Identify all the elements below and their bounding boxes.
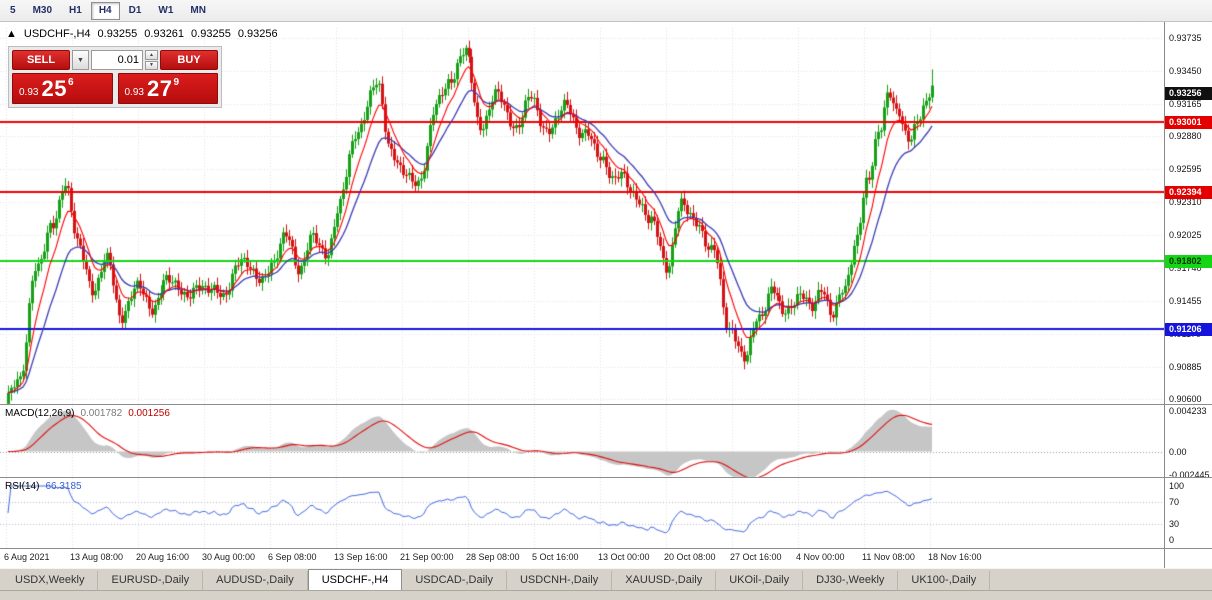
chart-tab-usdcad[interactable]: USDCAD-,Daily [402, 571, 507, 590]
chart-ohlc-header: ▲ USDCHF-,H4 0.93255 0.93261 0.93255 0.9… [6, 28, 278, 40]
time-axis-label: 4 Nov 00:00 [796, 552, 845, 562]
price-direction-icon: ▲ [6, 28, 17, 40]
chart-tab-eurusd[interactable]: EURUSD-,Daily [98, 571, 204, 590]
price-axis-label: 0.93735 [1169, 32, 1202, 43]
bid-price-prefix: 0.93 [19, 87, 39, 98]
price-axis-label: 0.93165 [1169, 98, 1202, 109]
level-price-badge: 0.91206 [1165, 323, 1212, 337]
bid-price[interactable]: 0.93 25 6 [12, 73, 113, 104]
ask-price-pip: 9 [173, 77, 180, 88]
price-axis-label: 0.91740 [1169, 262, 1202, 273]
chart-window: ▲ USDCHF-,H4 0.93255 0.93261 0.93255 0.9… [0, 22, 1212, 568]
macd-axis-label: 0.00 [1169, 446, 1187, 457]
timeframe-button-h4[interactable]: H4 [90, 1, 120, 20]
time-axis-label: 18 Nov 16:00 [928, 552, 982, 562]
macd-main-value: 0.001782 [80, 408, 123, 419]
time-axis-label: 30 Aug 00:00 [202, 552, 256, 562]
timeframe-button-w1[interactable]: W1 [158, 4, 174, 16]
macd-signal-value: 0.001256 [128, 408, 170, 419]
price-scale[interactable]: 0.93735 0.93450 0.93165 0.92880 0.92595 0.923… [1164, 22, 1212, 568]
macd-axis-label: -0.002445 [1169, 470, 1210, 480]
ask-price-prefix: 0.93 [124, 87, 144, 98]
price-axis-label: 0.92880 [1169, 131, 1202, 142]
timeframe-toolbar: 5 M30 H1 H4 D1 W1 MN [0, 0, 1212, 22]
ohlc-close: 0.93256 [237, 28, 278, 40]
chart-tab-usdcnh[interactable]: USDCNH-,Daily [506, 571, 613, 590]
time-axis-label: 28 Sep 08:00 [466, 552, 520, 562]
level-price-badge: 0.92394 [1165, 186, 1212, 200]
time-axis-label: 13 Aug 08:00 [70, 552, 124, 562]
spinner-down-button[interactable]: ▼ [145, 60, 158, 70]
ask-price[interactable]: 0.93 27 9 [117, 73, 218, 104]
time-axis-label: 5 Oct 16:00 [532, 552, 579, 562]
time-axis-label: 13 Oct 00:00 [598, 552, 650, 562]
ask-price-big: 27 [146, 76, 173, 101]
ohlc-open: 0.93255 [97, 28, 138, 40]
price-axis-label: 0.92310 [1169, 197, 1202, 208]
chart-tab-xauusd[interactable]: XAUUSD-,Daily [612, 571, 717, 590]
chart-tab-audusd[interactable]: AUDUSD-,Daily [203, 571, 308, 590]
timeframe-button-m30[interactable]: M30 [32, 4, 53, 16]
chart-tab-ukoil[interactable]: UKOil-,Daily [716, 571, 804, 590]
ohlc-high: 0.93261 [144, 28, 185, 40]
chart-tab-dj30[interactable]: DJ30-,Weekly [803, 571, 899, 590]
level-price-badge: 0.91802 [1165, 254, 1212, 268]
buy-button[interactable]: BUY [160, 50, 218, 70]
price-axis-label: 0.92025 [1169, 230, 1202, 241]
macd-name: MACD(12,26,9) [5, 408, 75, 419]
timeframe-button-d1[interactable]: D1 [128, 4, 142, 16]
volume-dropdown-button[interactable]: ▼ [72, 50, 89, 70]
rsi-axis-label: 0 [1169, 535, 1175, 545]
price-axis-label: 0.93450 [1169, 65, 1202, 76]
time-scale[interactable]: 6 Aug 2021 13 Aug 08:00 20 Aug 16:00 30 Aug… [0, 550, 1164, 568]
rsi-axis-label: 30 [1169, 518, 1180, 529]
price-axis-label: 0.91455 [1169, 295, 1202, 306]
status-bar [0, 590, 1212, 600]
sell-button[interactable]: SELL [12, 50, 70, 70]
timeframe-button-mn[interactable]: MN [190, 4, 206, 16]
time-axis-label: 13 Sep 16:00 [334, 552, 388, 562]
time-axis-label: 20 Oct 08:00 [664, 552, 716, 562]
time-axis-label: 6 Sep 08:00 [268, 552, 317, 562]
time-axis-label: 27 Oct 16:00 [730, 552, 782, 562]
bid-price-pip: 6 [67, 77, 74, 88]
rsi-panel-separator[interactable] [0, 477, 1212, 478]
macd-panel-separator[interactable] [0, 404, 1212, 405]
time-axis-label: 6 Aug 2021 [4, 552, 50, 562]
chart-tab-uk100[interactable]: UK100-,Daily [898, 571, 991, 590]
volume-input[interactable]: 0.01 [91, 50, 143, 70]
rsi-indicator-label: RSI(14) 66.3185 [5, 481, 82, 492]
time-axis-label: 20 Aug 16:00 [136, 552, 190, 562]
volume-stepper: ▲ ▼ [145, 50, 158, 70]
current-price-badge: 0.93256 [1165, 87, 1212, 101]
ohlc-low: 0.93255 [191, 28, 231, 40]
rsi-value: 66.3185 [45, 481, 82, 492]
time-axis-label: 11 Nov 08:00 [862, 552, 915, 562]
timeframe-button-h1[interactable]: H1 [69, 4, 82, 16]
macd-axis-label: 0.004233 [1169, 406, 1207, 416]
chart-tab-usdchf[interactable]: USDCHF-,H4 [307, 569, 403, 590]
one-click-trading-panel: SELL ▼ 0.01 ▲ ▼ BUY 0.93 25 6 0.93 27 9 [8, 46, 222, 108]
level-price-badge: 0.93001 [1165, 116, 1212, 130]
rsi-axis-label: 70 [1169, 497, 1180, 508]
rsi-axis-label: 100 [1169, 481, 1185, 491]
chart-tab-usdx[interactable]: USDX,Weekly [2, 571, 99, 590]
macd-indicator-label: MACD(12,26,9) 0.001782 0.001256 [5, 408, 170, 419]
timeframe-button-5[interactable]: 5 [10, 4, 16, 16]
price-axis-label: 0.92595 [1169, 164, 1202, 175]
time-axis-separator [0, 548, 1212, 549]
spinner-up-button[interactable]: ▲ [145, 50, 158, 60]
price-axis-label: 0.90885 [1169, 361, 1202, 372]
bid-price-big: 25 [41, 76, 67, 101]
chart-symbol-period: USDCHF-,H4 [23, 28, 91, 40]
chevron-down-icon: ▼ [77, 56, 84, 64]
price-axis-label: 0.90600 [1169, 394, 1202, 405]
rsi-name: RSI(14) [5, 481, 40, 492]
time-axis-label: 21 Sep 00:00 [400, 552, 454, 562]
chart-tabs-bar: USDX,Weekly EURUSD-,Daily AUDUSD-,Daily USD… [0, 568, 1212, 590]
